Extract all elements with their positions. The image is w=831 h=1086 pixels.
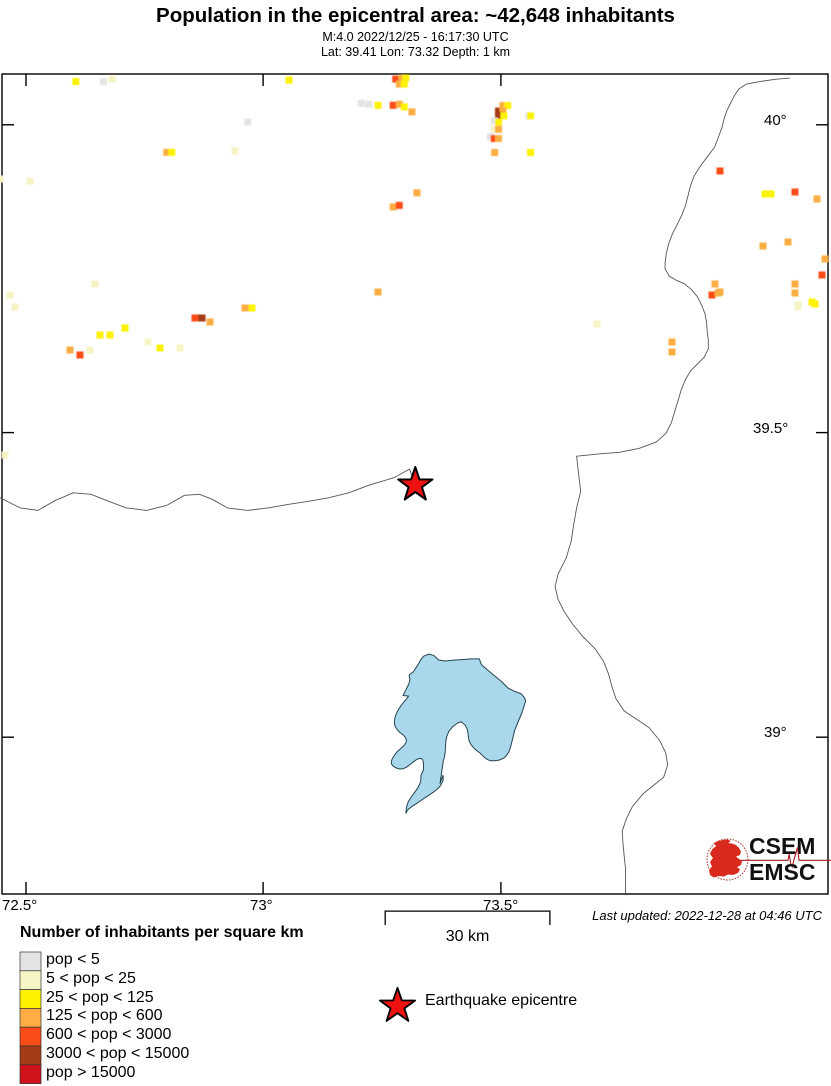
svg-text:CSEM: CSEM <box>749 833 815 859</box>
svg-text:EMSC: EMSC <box>749 859 815 885</box>
